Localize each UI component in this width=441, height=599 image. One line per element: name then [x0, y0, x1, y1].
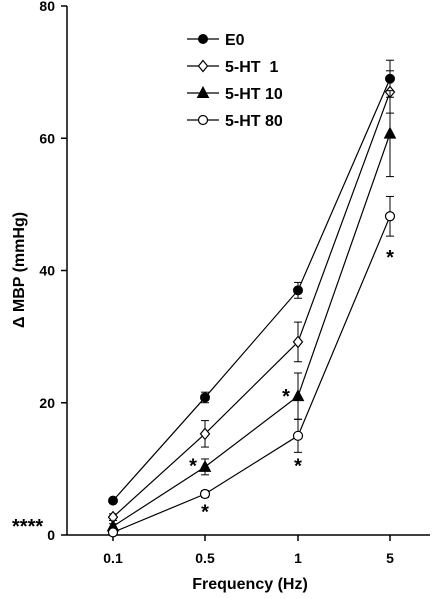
data-point [292, 335, 304, 349]
y-tick-label: 80 [39, 0, 55, 14]
significance-mark: * [189, 455, 197, 477]
legend: E0 5-HT 1 5-HT 10 5-HT 80 [187, 32, 283, 130]
data-point [107, 527, 119, 538]
y-axis-title: Δ MBP (mmHg) [11, 212, 28, 328]
y-tick-label: 20 [39, 395, 55, 411]
data-point [196, 85, 210, 98]
significance-mark: * [201, 502, 209, 524]
data-point [198, 34, 208, 44]
series-5-ht-80 [107, 195, 396, 538]
legend-label: 5-HT 1 [225, 59, 278, 76]
x-tick-label: 0.5 [195, 550, 215, 566]
data-point [108, 495, 118, 506]
x-ticks: 0.1 0.5 1 5 [103, 535, 394, 566]
significance-mark: * [282, 386, 290, 408]
y-tick-label: 60 [39, 130, 55, 146]
baseline-significance-marks: **** [12, 516, 43, 538]
series-5-ht-1 [107, 70, 396, 524]
legend-label: 5-HT 80 [225, 113, 283, 130]
data-point [383, 126, 397, 139]
series-line [112, 91, 391, 518]
data-point [197, 114, 209, 126]
legend-label: 5-HT 10 [225, 86, 283, 103]
legend-entry: 5-HT 1 [187, 59, 278, 76]
data-point [198, 459, 212, 472]
significance-mark: * [294, 455, 302, 477]
x-axis-title: Frequency (Hz) [192, 576, 308, 593]
annotation-layer: **** ***** [12, 247, 394, 538]
x-tick-label: 1 [294, 550, 302, 566]
legend-entry: 5-HT 10 [187, 85, 283, 103]
legend-label: E0 [225, 32, 245, 49]
data-point [293, 285, 303, 296]
data-point [197, 59, 209, 73]
x-tick-label: 5 [386, 550, 394, 566]
x-tick-label: 0.1 [103, 550, 123, 566]
y-tick-label: 40 [39, 263, 55, 279]
legend-entry: 5-HT 80 [187, 113, 283, 130]
data-point [199, 488, 211, 500]
series-layer [106, 59, 397, 538]
data-point [291, 389, 305, 402]
series-line [112, 78, 391, 502]
y-ticks: 0 20 40 60 80 [39, 0, 67, 543]
data-point [199, 427, 211, 441]
data-point [384, 211, 396, 222]
y-axis: 0 20 40 60 80 [39, 0, 68, 543]
series-line [112, 216, 391, 533]
y-tick-label: 0 [47, 527, 55, 543]
series-line [112, 133, 391, 527]
data-point [292, 430, 304, 441]
data-point [200, 392, 210, 403]
significance-mark: * [386, 247, 394, 269]
x-axis: 0.1 0.5 1 5 [67, 534, 430, 566]
legend-entry: E0 [187, 32, 245, 49]
